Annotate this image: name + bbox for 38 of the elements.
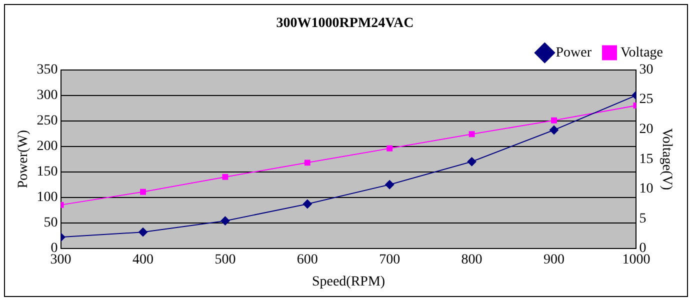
y-tick-label: 350 (36, 62, 58, 78)
point (467, 157, 476, 166)
x-tick-label: 900 (544, 252, 564, 268)
point (222, 174, 228, 180)
y2-tick-label: 15 (639, 152, 654, 167)
legend-label: Power (556, 45, 592, 60)
point (551, 117, 557, 124)
y-axis-title: Power(W) (16, 130, 32, 188)
x-tick-label: 500 (214, 252, 236, 268)
point (140, 188, 146, 195)
y-tick-label: 300 (36, 88, 58, 103)
y2-tick-label: 5 (639, 211, 646, 226)
y-tick-label: 50 (44, 216, 58, 231)
legend-label: Voltage (620, 45, 664, 60)
x-tick-label: 600 (296, 252, 318, 268)
y-tick-label: 100 (36, 190, 58, 206)
y2-tick-label: 20 (639, 122, 654, 138)
y-tick-label: 250 (36, 114, 58, 128)
y-tick-label: 150 (36, 164, 58, 180)
chart-title: 300W1000RPM24VAC (276, 16, 414, 32)
x-tick-label: 700 (379, 252, 400, 268)
y2-tick-label: 10 (639, 182, 654, 197)
point (386, 145, 393, 152)
x-tick-label: 800 (461, 252, 482, 268)
point (468, 131, 475, 138)
point (302, 200, 312, 209)
y2-tick-label: 30 (639, 62, 654, 78)
y2-tick-label: 25 (639, 92, 654, 108)
x-tick-label: 400 (132, 252, 154, 268)
y-tick-label: 200 (36, 139, 58, 154)
point (550, 126, 558, 135)
y2-axis-title: Voltage(V) (658, 128, 674, 190)
point (385, 180, 394, 190)
x-axis-title: Speed(RPM) (312, 274, 386, 290)
point (304, 160, 310, 166)
point (138, 228, 148, 237)
point (220, 216, 230, 226)
x-tick-label: 1000 (622, 252, 650, 268)
